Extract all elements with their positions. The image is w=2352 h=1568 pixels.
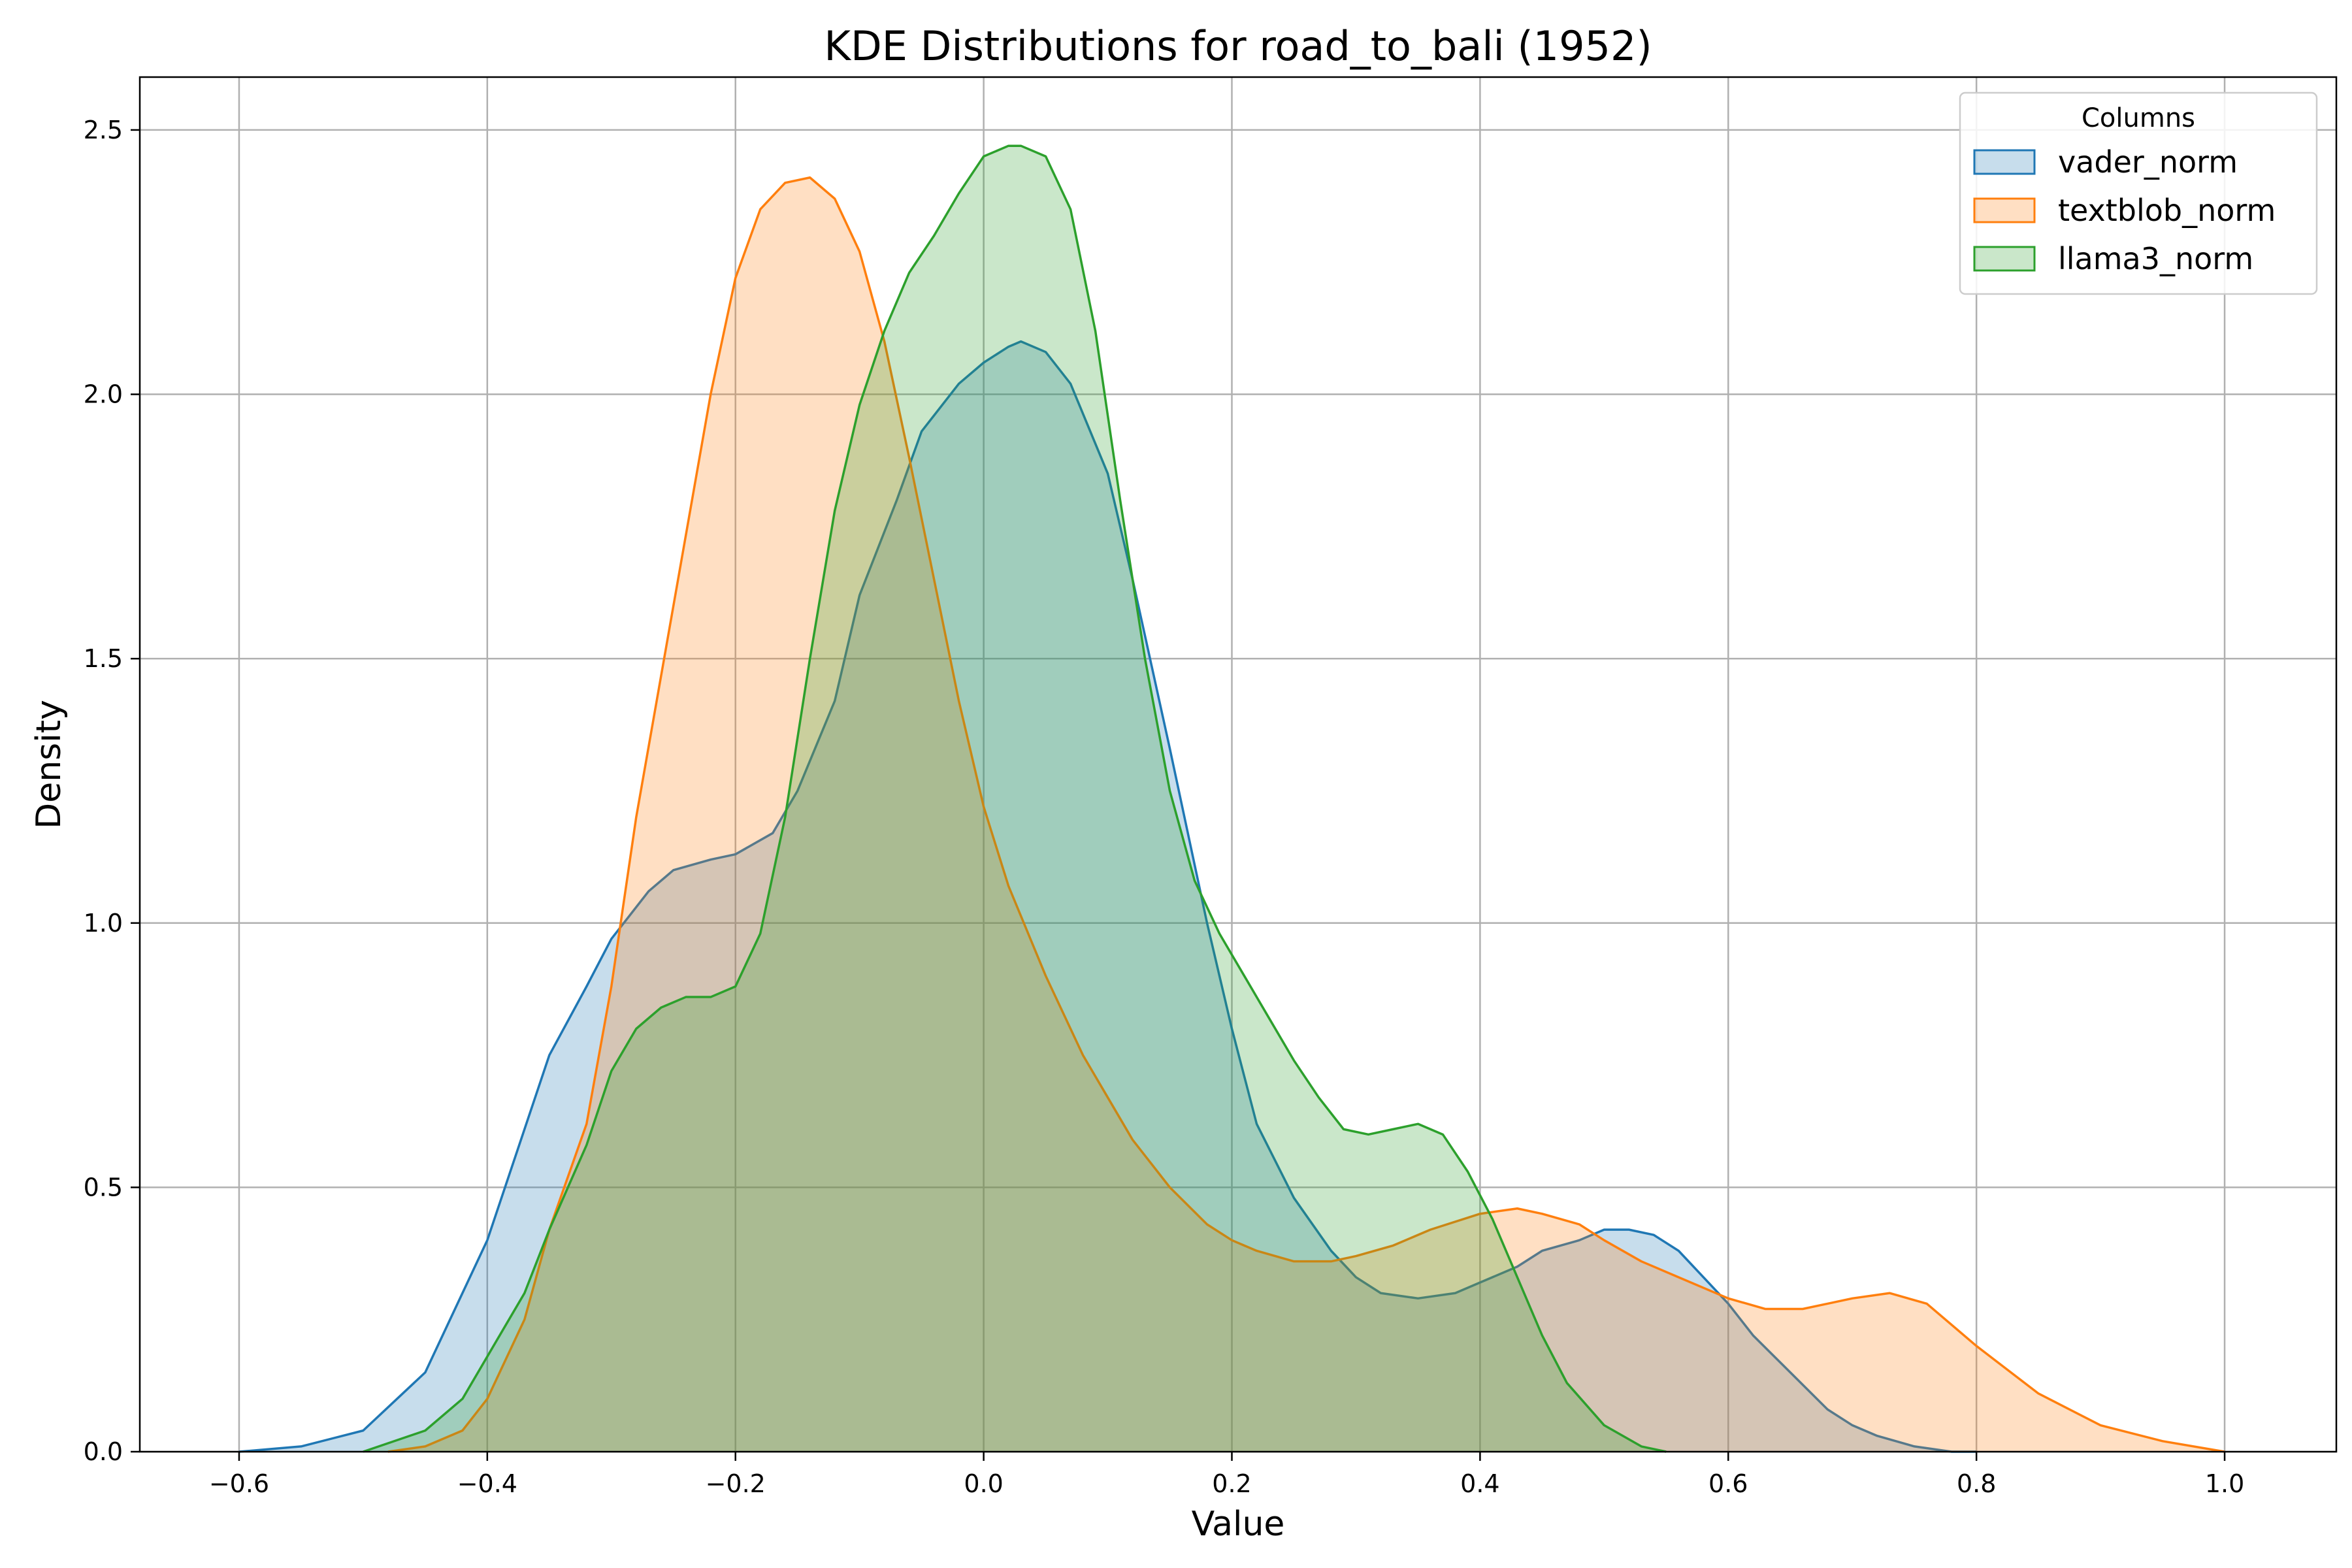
x-tick-label: −0.6	[209, 1469, 269, 1498]
legend-swatch-vader_norm	[1973, 149, 2036, 175]
legend-swatch-textblob_norm	[1973, 197, 2036, 223]
chart-title: KDE Distributions for road_to_bali (1952…	[824, 22, 1652, 70]
legend: Columns vader_norm textblob_norm llama3_no…	[1959, 91, 2318, 295]
area-llama3_norm	[363, 146, 1667, 1452]
legend-title: Columns	[2082, 103, 2195, 133]
y-tick-label: 1.0	[84, 909, 123, 938]
legend-label-textblob_norm: textblob_norm	[2058, 193, 2276, 228]
x-tick-label: 1.0	[2205, 1469, 2244, 1498]
legend-frame	[1959, 91, 2318, 295]
x-tick-label: 0.4	[1460, 1469, 1499, 1498]
line-vader_norm	[238, 340, 1977, 1453]
plot-frame	[139, 76, 2338, 1453]
y-tick-label: 0.5	[84, 1173, 123, 1201]
area-vader_norm	[238, 341, 1977, 1452]
x-axis-label: Value	[1192, 1505, 1285, 1544]
y-tick-label: 1.5	[84, 644, 123, 673]
y-tick-label: 2.0	[84, 380, 123, 409]
x-tick-label: −0.4	[457, 1469, 517, 1498]
y-tick-label: 0.0	[84, 1437, 123, 1466]
x-tick-label: 0.8	[1957, 1469, 1996, 1498]
y-axis-label: Density	[29, 700, 69, 829]
density-areas	[238, 144, 2225, 1453]
legend-label-vader_norm: vader_norm	[2058, 144, 2238, 180]
line-textblob_norm	[387, 176, 2225, 1453]
line-llama3_norm	[363, 144, 1667, 1453]
x-tick-label: 0.0	[964, 1469, 1003, 1498]
x-tick-label: 0.2	[1212, 1469, 1251, 1498]
y-axis-ticks: 0.0 0.5 1.0 1.5 2.0 2.5	[84, 116, 140, 1466]
legend-label-llama3_norm: llama3_norm	[2058, 241, 2253, 276]
area-textblob_norm	[387, 177, 2225, 1452]
y-tick-label: 2.5	[84, 116, 123, 144]
x-tick-label: 0.6	[1708, 1469, 1748, 1498]
x-tick-label: −0.2	[706, 1469, 766, 1498]
legend-swatch-llama3_norm	[1973, 246, 2036, 272]
x-axis-ticks: −0.6 −0.4 −0.2 0.0 0.2 0.4 0.6 0.8 1.0	[209, 1452, 2244, 1498]
